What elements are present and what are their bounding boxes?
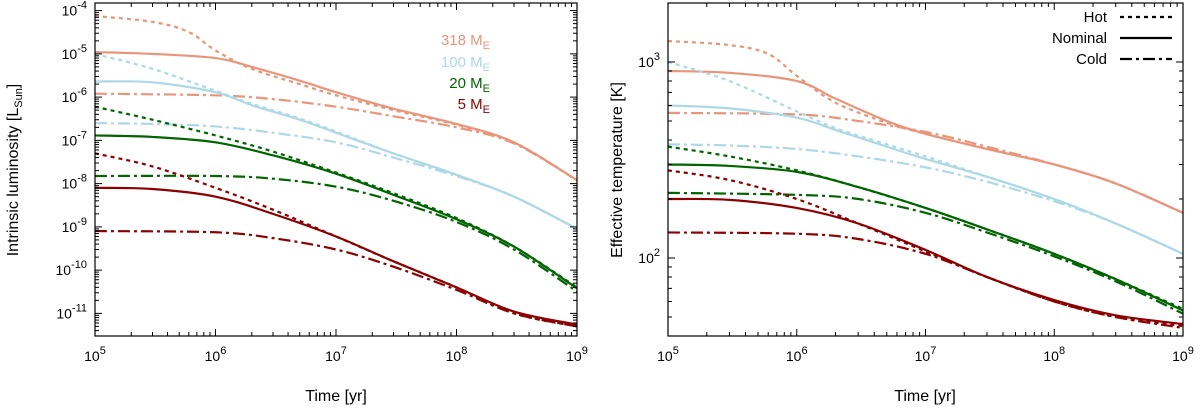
teff-line-318-me-cold — [667, 111, 1184, 214]
x-tick-label: 109 — [1172, 345, 1194, 364]
x-tick-label: 106 — [786, 345, 808, 364]
legend-hot: Hot — [1084, 9, 1108, 26]
y-tick-label: 10-9 — [62, 216, 87, 235]
teff-line-100-me-hot — [667, 60, 1184, 255]
lum-line-5-me-nominal — [94, 186, 578, 326]
lum-line-5-me-cold — [94, 229, 578, 328]
y-tick-label: 102 — [638, 247, 660, 266]
legend-nominal: Nominal — [1052, 30, 1107, 47]
x-tick-label: 106 — [205, 345, 227, 364]
x-tick-label: 107 — [325, 345, 347, 364]
teff-line-5-me-cold — [667, 231, 1184, 329]
temperature-series-lines — [667, 39, 1184, 329]
lum-line-318-me-cold — [94, 92, 578, 182]
lum-line-318-me-nominal — [94, 50, 578, 182]
y-tick-label: 103 — [638, 51, 660, 70]
luminosity-axis-ticks: 105 106 107 108 109 10-11 10-10 10-9 10-8 10-7 10-… — [56, 0, 588, 364]
y-tick-label: 10-4 — [62, 0, 87, 19]
x-tick-label: 107 — [915, 345, 937, 364]
temperature-y-axis-label: Effective temperature [K] — [609, 82, 626, 258]
teff-line-20-me-cold — [667, 191, 1184, 315]
mass-legend: 318 ME 100 ME 20 ME 5 ME — [441, 32, 490, 116]
x-tick-label: 108 — [446, 345, 468, 364]
teff-line-100-me-cold — [667, 143, 1184, 255]
teff-line-318-me-nominal — [667, 69, 1184, 214]
luminosity-panel: 105 106 107 108 109 10-11 10-10 10-9 10-8 10-7 10-… — [5, 0, 588, 405]
y-tick-label: 10-11 — [56, 302, 87, 321]
y-tick-label: 10-10 — [56, 259, 87, 278]
lum-line-5-me-hot — [94, 152, 578, 328]
y-tick-label: 10-8 — [62, 173, 87, 192]
teff-line-5-me-nominal — [667, 197, 1184, 326]
luminosity-y-axis-label: Intrinsic luminosity [LSun] — [5, 84, 25, 257]
x-tick-label: 108 — [1043, 345, 1065, 364]
legend-5-me: 5 ME — [458, 96, 490, 116]
x-tick-label: 105 — [84, 345, 106, 364]
lum-line-20-me-nominal — [94, 134, 578, 290]
y-tick-label: 10-6 — [62, 86, 87, 105]
lum-line-318-me-hot — [94, 14, 578, 182]
lum-line-100-me-nominal — [94, 80, 578, 230]
x-tick-label: 109 — [566, 345, 588, 364]
luminosity-x-axis-label: Time [yr] — [305, 388, 367, 405]
legend-318-me: 318 ME — [441, 32, 490, 52]
luminosity-plot-frame — [94, 2, 578, 337]
lum-line-100-me-hot — [94, 52, 578, 230]
y-tick-label: 10-5 — [62, 43, 87, 62]
temperature-axis-ticks: 105 106 107 108 109 102 103 — [638, 2, 1194, 364]
y-tick-label: 10-7 — [62, 129, 87, 148]
lum-line-20-me-cold — [94, 174, 578, 293]
style-legend: Hot Nominal Cold — [1052, 9, 1172, 68]
teff-line-318-me-hot — [667, 39, 1184, 214]
teff-line-20-me-nominal — [667, 163, 1184, 312]
legend-100-me: 100 ME — [441, 54, 490, 74]
temperature-panel: 105 106 107 108 109 102 103 Time [yr] Effectiv… — [609, 2, 1194, 405]
teff-line-20-me-hot — [667, 145, 1184, 310]
x-tick-label: 105 — [657, 345, 679, 364]
legend-cold: Cold — [1076, 51, 1107, 68]
luminosity-series-lines — [94, 14, 578, 328]
temperature-x-axis-label: Time [yr] — [894, 388, 956, 405]
legend-20-me: 20 ME — [449, 75, 490, 95]
